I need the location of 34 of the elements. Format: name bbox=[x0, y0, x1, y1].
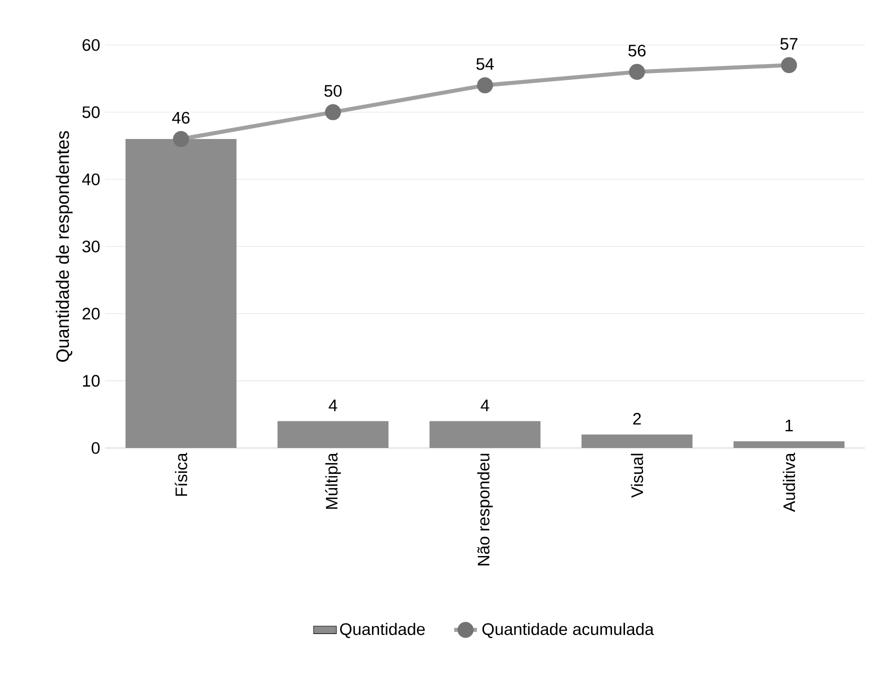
x-tick-label: Física bbox=[174, 452, 188, 496]
point bbox=[629, 64, 645, 80]
x-tick-label: Múltipla bbox=[325, 452, 341, 509]
data-label: 1 bbox=[786, 420, 793, 432]
y-tick-label: 0 bbox=[92, 442, 100, 454]
data-label: 50 bbox=[324, 85, 342, 97]
data-label: 54 bbox=[476, 58, 494, 70]
y-tick-label: 10 bbox=[83, 374, 100, 387]
y-tick-label: 20 bbox=[82, 308, 100, 320]
x-tick-label: Auditiva bbox=[782, 452, 796, 512]
bar bbox=[582, 434, 692, 448]
data-label: 57 bbox=[780, 38, 798, 50]
data-label: 4 bbox=[480, 400, 490, 412]
data-label: 2 bbox=[633, 412, 641, 425]
y-tick-label: 60 bbox=[82, 39, 100, 51]
point bbox=[477, 77, 493, 94]
y-tick-label: 40 bbox=[82, 173, 100, 186]
y-tick-label: 50 bbox=[82, 106, 100, 118]
data-label: 56 bbox=[628, 44, 646, 56]
bar bbox=[278, 421, 388, 448]
point bbox=[173, 131, 190, 148]
point bbox=[780, 57, 797, 74]
x-tick-label: Não respondeu bbox=[477, 454, 493, 566]
point bbox=[325, 104, 341, 120]
x-tick-label: Visual bbox=[630, 454, 644, 498]
data-label: 46 bbox=[172, 112, 190, 124]
legend-label: Quantidade acumulada bbox=[482, 622, 654, 638]
data-label: 4 bbox=[328, 400, 338, 412]
y-axis-title: Quantidade de respondentes bbox=[56, 131, 73, 362]
bar bbox=[734, 441, 844, 448]
bar bbox=[126, 139, 236, 448]
legend-label: Quantidade bbox=[340, 622, 425, 638]
y-tick-label: 30 bbox=[82, 240, 100, 252]
bar bbox=[430, 421, 540, 448]
